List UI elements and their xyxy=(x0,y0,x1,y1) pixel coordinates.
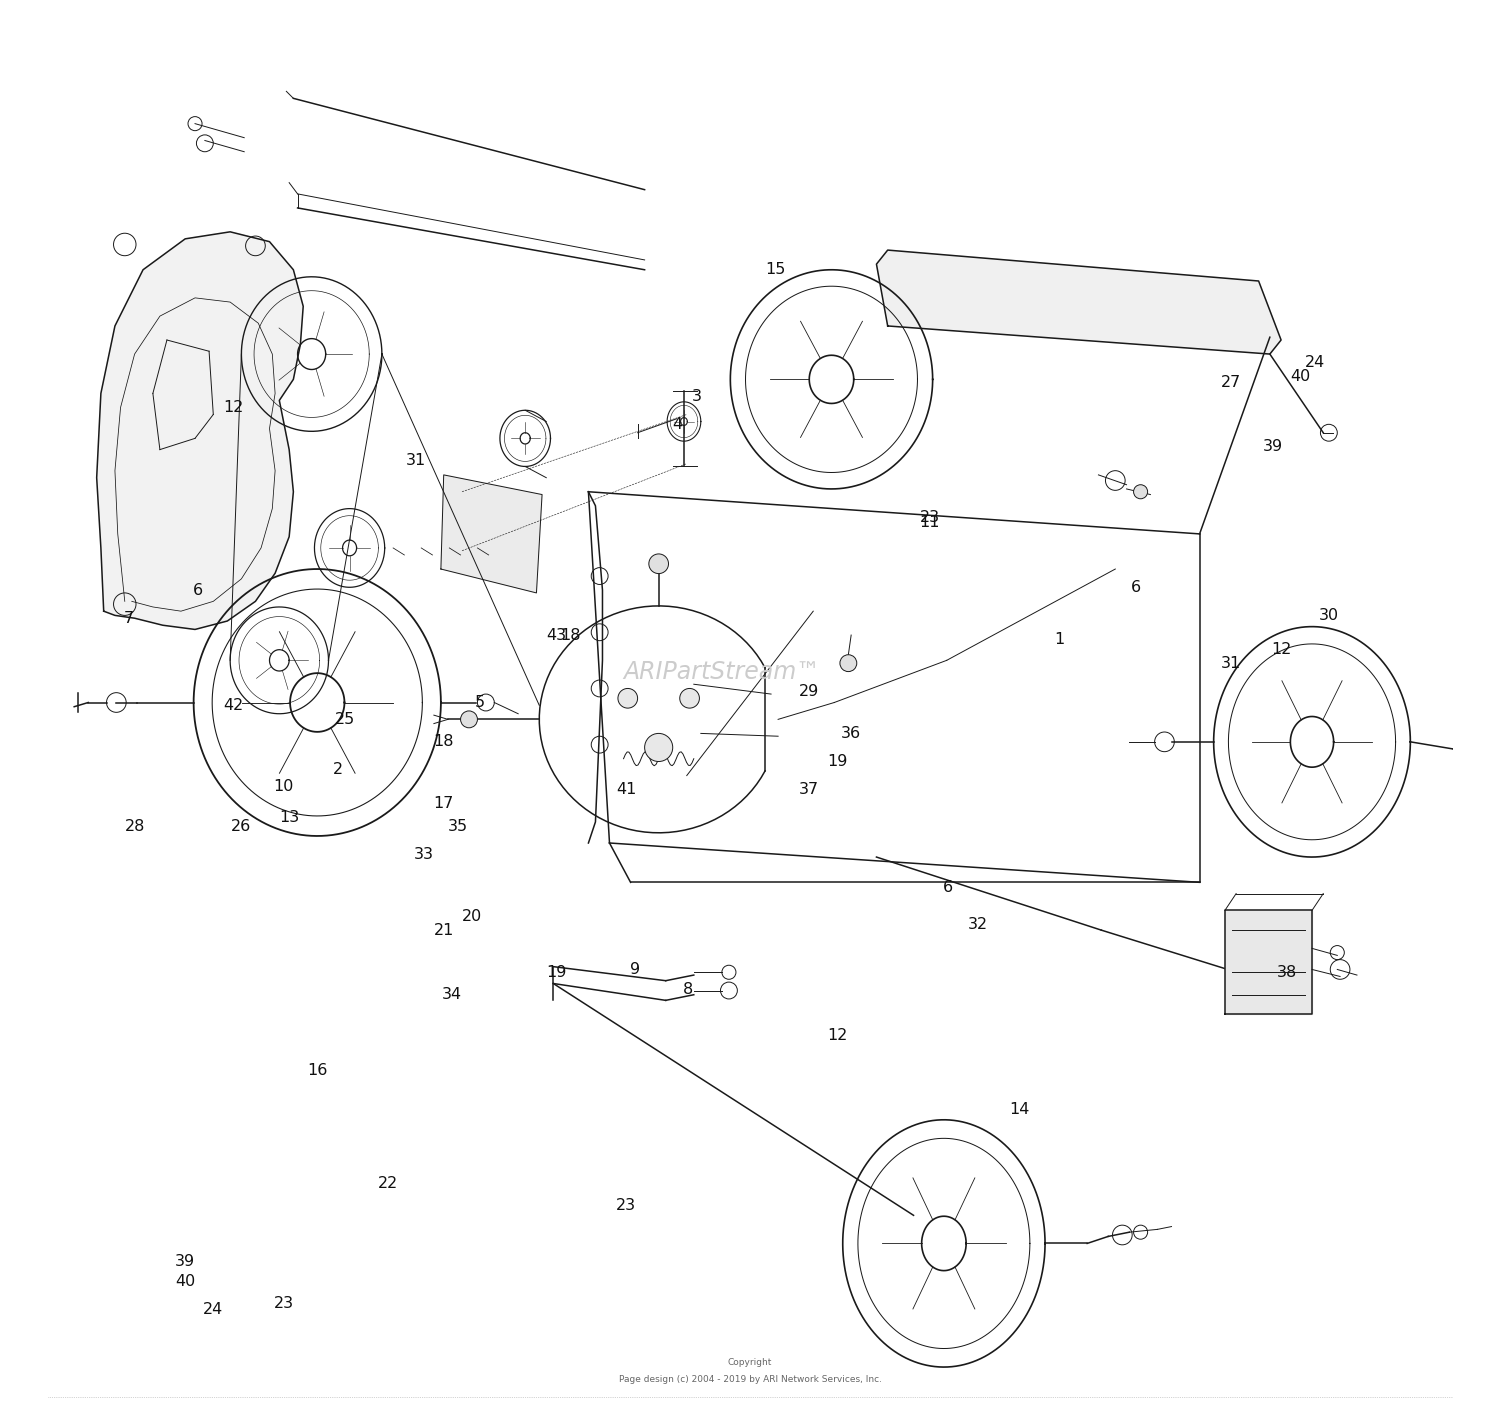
Polygon shape xyxy=(96,232,303,629)
Text: 13: 13 xyxy=(279,811,300,825)
Text: 10: 10 xyxy=(273,780,294,794)
Text: 4: 4 xyxy=(672,417,682,431)
Text: 31: 31 xyxy=(1221,656,1240,670)
Text: 16: 16 xyxy=(308,1064,327,1078)
Text: 27: 27 xyxy=(1221,375,1240,389)
Text: 35: 35 xyxy=(447,819,468,833)
Text: Page design (c) 2004 - 2019 by ARI Network Services, Inc.: Page design (c) 2004 - 2019 by ARI Netwo… xyxy=(618,1375,882,1384)
Text: 6: 6 xyxy=(944,881,952,895)
Polygon shape xyxy=(1226,910,1312,1014)
Text: 34: 34 xyxy=(442,988,462,1002)
Text: Copyright: Copyright xyxy=(728,1359,772,1367)
Text: 17: 17 xyxy=(433,797,454,811)
Text: 39: 39 xyxy=(176,1255,195,1269)
Text: 23: 23 xyxy=(920,510,940,524)
Circle shape xyxy=(650,554,669,573)
Text: 8: 8 xyxy=(682,982,693,996)
Text: 6: 6 xyxy=(1131,580,1142,594)
Text: 24: 24 xyxy=(202,1302,223,1316)
Text: 1: 1 xyxy=(1054,632,1064,646)
Text: 12: 12 xyxy=(827,1028,848,1043)
Circle shape xyxy=(680,688,699,708)
Text: 12: 12 xyxy=(1270,642,1292,656)
Circle shape xyxy=(840,655,856,672)
Text: 30: 30 xyxy=(1318,608,1340,622)
Text: 5: 5 xyxy=(476,695,486,710)
Text: 37: 37 xyxy=(800,783,819,797)
Text: 36: 36 xyxy=(842,726,861,740)
Polygon shape xyxy=(876,250,1281,354)
Text: 23: 23 xyxy=(616,1198,636,1213)
Text: 14: 14 xyxy=(1010,1103,1031,1117)
Text: 2: 2 xyxy=(333,763,344,777)
Text: 40: 40 xyxy=(1290,370,1311,384)
Text: 25: 25 xyxy=(334,712,356,726)
Text: 32: 32 xyxy=(968,917,987,932)
Polygon shape xyxy=(441,475,542,593)
Text: 18: 18 xyxy=(560,628,580,642)
Text: 3: 3 xyxy=(692,389,702,403)
Circle shape xyxy=(460,711,477,728)
Text: 7: 7 xyxy=(124,611,134,625)
Text: 43: 43 xyxy=(546,628,566,642)
Text: 26: 26 xyxy=(231,819,252,833)
Text: 38: 38 xyxy=(1276,965,1298,979)
Text: 24: 24 xyxy=(1305,355,1324,370)
Circle shape xyxy=(1134,485,1148,499)
Text: 11: 11 xyxy=(920,516,940,530)
Text: 6: 6 xyxy=(194,583,202,597)
Text: 39: 39 xyxy=(1263,440,1282,454)
Text: 15: 15 xyxy=(765,263,786,277)
Text: 40: 40 xyxy=(176,1274,195,1288)
Text: 9: 9 xyxy=(630,962,640,976)
Text: 21: 21 xyxy=(433,923,454,937)
Text: 33: 33 xyxy=(414,847,434,861)
Text: 29: 29 xyxy=(800,684,819,698)
Text: 19: 19 xyxy=(546,965,567,979)
Text: 22: 22 xyxy=(378,1176,398,1190)
Text: 19: 19 xyxy=(827,754,848,769)
Text: 23: 23 xyxy=(273,1297,294,1311)
Text: 18: 18 xyxy=(433,735,454,749)
Text: 31: 31 xyxy=(405,454,426,468)
Circle shape xyxy=(645,733,672,762)
Text: 42: 42 xyxy=(224,698,243,712)
Text: 28: 28 xyxy=(124,819,146,833)
Text: ARIPartStream™: ARIPartStream™ xyxy=(624,659,821,684)
Text: 20: 20 xyxy=(462,909,482,923)
Text: 41: 41 xyxy=(616,783,636,797)
Circle shape xyxy=(618,688,638,708)
Text: 12: 12 xyxy=(224,400,243,414)
